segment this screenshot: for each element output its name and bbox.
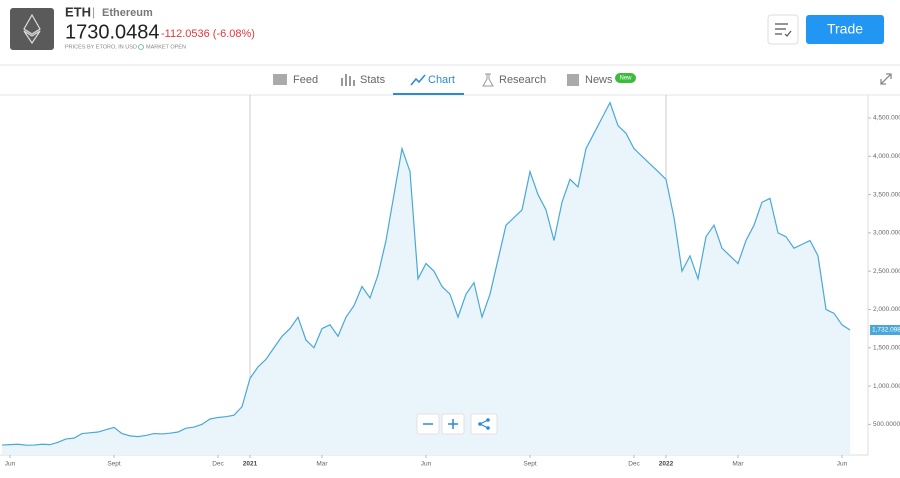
expand-icon[interactable] — [880, 73, 892, 85]
research-icon — [482, 73, 494, 87]
price-line — [1, 101, 851, 446]
feed-icon — [273, 74, 287, 85]
y-tick-label: 2,000.000 — [873, 306, 900, 313]
chart: 500.0000 1,000.000 1,500.000 2,000.000 2,500… — [0, 95, 900, 468]
y-tick-label: 4,000.000 — [873, 153, 900, 160]
tab[interactable]: Stats — [360, 74, 386, 86]
x-tick-label: Dec — [628, 461, 640, 468]
eth-icon — [23, 13, 41, 45]
x-tick-label: 2022 — [659, 461, 674, 468]
area-fill — [2, 102, 850, 455]
tab[interactable]: Research — [499, 74, 546, 86]
last-price-badge — [870, 324, 900, 335]
status-icon — [138, 44, 144, 50]
coin-name: Ethereum — [102, 7, 153, 19]
tab-active[interactable]: Chart — [428, 74, 455, 86]
price: 1730.0484 — [65, 21, 160, 43]
x-tick-label: Mar — [732, 461, 744, 468]
x-tick-label: Dec — [212, 461, 224, 468]
watchlist-icon — [775, 23, 792, 37]
chart-icon — [410, 74, 426, 86]
plus-icon — [448, 419, 458, 429]
x-tick-label: Jun — [421, 461, 432, 468]
tab[interactable]: News — [585, 74, 613, 86]
trade-label: Trade — [827, 21, 863, 37]
market-status: MARKET OPEN — [146, 44, 186, 50]
share-button[interactable] — [470, 413, 498, 435]
y-tick-label: 500.0000 — [873, 421, 900, 428]
y-tick-label: 1,500.000 — [873, 344, 900, 351]
y-tick-label: 1,000.000 — [873, 383, 900, 390]
last-price-label: 1,732.098 — [872, 327, 900, 334]
price-source: PRICES BY ETORO, IN USD — [65, 44, 137, 50]
news-icon — [567, 74, 579, 86]
y-tick-label: 3,500.000 — [873, 191, 900, 198]
share-dot — [486, 418, 490, 422]
share-dot — [478, 422, 482, 426]
price-change: -112.0536 (-6.08%) — [161, 28, 255, 40]
x-tick-label: Sept — [523, 461, 537, 468]
symbol: ETH — [65, 4, 91, 19]
x-tick-label: Jun — [837, 461, 848, 468]
y-tick-label: 2,500.000 — [873, 268, 900, 275]
separator: | — [92, 5, 95, 19]
trade-button[interactable] — [806, 15, 884, 44]
x-tick-label: Mar — [316, 461, 328, 468]
coin-logo — [10, 8, 54, 50]
x-tick-label: Jun — [5, 461, 16, 468]
x-tick-label: 2021 — [243, 461, 258, 468]
tab[interactable]: Feed — [293, 74, 318, 86]
x-tick-label: Sept — [107, 461, 121, 468]
y-tick-label: 3,000.000 — [873, 230, 900, 237]
new-badge — [615, 73, 636, 83]
share-dot — [486, 426, 490, 430]
new-badge-label: New — [619, 76, 632, 82]
stats-icon — [341, 74, 355, 86]
y-tick-label: 4,500.000 — [873, 115, 900, 122]
